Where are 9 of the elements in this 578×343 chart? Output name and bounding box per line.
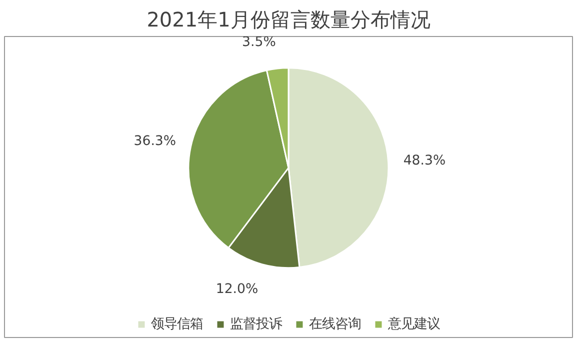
chart-title: 2021年1月份留言数量分布情况: [146, 8, 430, 32]
legend-label: 领导信箱: [151, 316, 203, 333]
data-label: 12.0%: [216, 282, 258, 297]
data-label: 3.5%: [242, 35, 276, 50]
legend-label: 监督投诉: [230, 316, 282, 333]
data-label: 48.3%: [403, 153, 446, 168]
legend-label: 在线咨询: [309, 316, 361, 333]
legend-label: 意见建议: [388, 316, 440, 333]
data-label: 36.3%: [134, 134, 176, 149]
